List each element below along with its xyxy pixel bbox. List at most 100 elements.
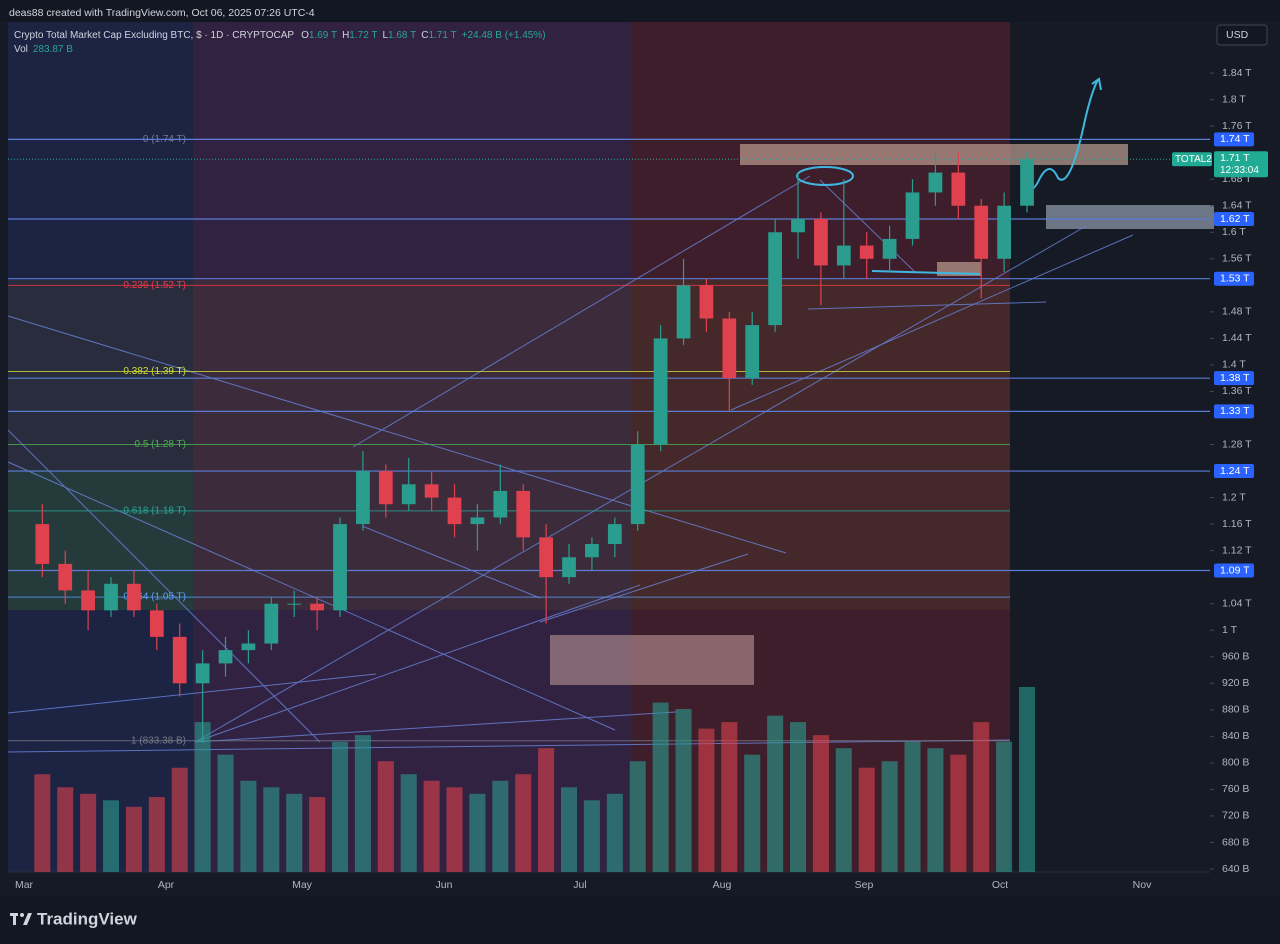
y-tick-label: 1 T <box>1222 624 1238 636</box>
candle-body <box>676 285 691 339</box>
volume-bar <box>217 754 234 872</box>
volume-bar <box>148 797 165 872</box>
candle-body <box>104 583 118 611</box>
volume-bar <box>1019 687 1036 872</box>
y-tick-label: 1.8 T <box>1222 93 1246 105</box>
ohlc-value: 1.68 T <box>388 30 416 41</box>
candle-body <box>699 285 714 319</box>
level-chip <box>1214 211 1254 226</box>
level-chip <box>1214 271 1254 286</box>
y-tick-label: 1.28 T <box>1222 438 1252 450</box>
x-tick-label: Nov <box>1133 879 1152 891</box>
symbol-info: Crypto Total Market Cap Excluding BTC, $… <box>14 30 546 41</box>
volume-bar <box>125 806 142 872</box>
y-tick-label: 1.12 T <box>1222 544 1252 556</box>
fib-label: 0.618 (1.18 T) <box>123 505 186 516</box>
y-tick-label: 1.76 T <box>1222 120 1252 132</box>
volume-bar <box>835 748 852 872</box>
volume-bar <box>332 741 349 872</box>
volume-bar <box>767 715 784 872</box>
candle-body <box>58 563 73 591</box>
candle-body <box>539 537 553 578</box>
annotation <box>1023 79 1099 190</box>
zone <box>193 22 631 872</box>
brand: TradingView <box>37 909 138 928</box>
volume-bar <box>881 761 898 872</box>
candle-body <box>218 650 233 664</box>
candle-body <box>882 238 897 259</box>
x-tick-label: May <box>292 879 313 891</box>
y-tick-label: 1.2 T <box>1222 491 1246 503</box>
ohlc-key: C <box>421 30 428 41</box>
level-chip <box>1214 464 1254 479</box>
ohlc-value: 1.71 T <box>428 30 456 41</box>
currency[interactable]: USD <box>1226 29 1249 41</box>
candle-body <box>630 444 645 525</box>
symbol-chip-label: TOTAL2 <box>1175 154 1212 165</box>
candle-body <box>424 484 439 498</box>
volume-bar <box>377 761 394 872</box>
y-tick-label: 1.84 T <box>1222 67 1252 79</box>
candle-body <box>195 663 210 684</box>
logo <box>10 913 32 925</box>
volume-bar <box>171 767 188 872</box>
volume-bar <box>194 722 211 872</box>
annotation <box>796 166 854 186</box>
symbol-chip <box>1172 152 1212 167</box>
volume-bar <box>858 767 875 872</box>
candle-body <box>997 205 1011 259</box>
x-tick-label: Jun <box>436 879 453 891</box>
volume-bar <box>629 761 646 872</box>
symbol: Crypto Total Market Cap Excluding BTC, $… <box>14 30 294 41</box>
y-tick-label: 680 B <box>1222 836 1249 848</box>
zone-box <box>740 144 1128 165</box>
y-tick-label: 1.48 T <box>1222 306 1252 318</box>
y-tick-label: 1.16 T <box>1222 518 1252 530</box>
candle-body <box>241 643 256 651</box>
zone <box>8 22 193 872</box>
y-tick-label: 1.44 T <box>1222 332 1252 344</box>
y-tick-label: 800 B <box>1222 757 1249 769</box>
candle-body <box>745 325 760 379</box>
volume-bar <box>446 787 463 872</box>
candle-body <box>951 172 966 206</box>
volume-bar <box>790 722 807 872</box>
volume-bar <box>538 748 555 872</box>
candle-body <box>493 490 508 518</box>
candle-body <box>35 524 50 564</box>
candle-body <box>607 524 622 545</box>
fib-label: 0.5 (1.28 T) <box>134 439 186 450</box>
x-tick-label: Sep <box>855 879 874 891</box>
level-label: 1.53 T <box>1220 272 1250 284</box>
x-tick-label: Oct <box>992 879 1008 891</box>
footer-bar <box>0 896 1280 944</box>
volume-bar <box>744 754 761 872</box>
level-chip <box>1214 132 1254 147</box>
x-tick-label: Mar <box>15 879 34 891</box>
y-tick-label: 920 B <box>1222 677 1249 689</box>
volume-bar <box>103 800 120 872</box>
volume-bar <box>286 793 303 872</box>
candle-body <box>928 172 943 193</box>
ohlc-value: 1.72 T <box>349 30 377 41</box>
volume-bar <box>606 793 623 872</box>
currency-button[interactable] <box>1216 24 1268 46</box>
candle-body <box>974 205 989 259</box>
volume-bar <box>400 774 417 872</box>
volume-bar <box>263 787 280 872</box>
top-bar <box>0 0 1280 22</box>
candle-body <box>401 484 416 505</box>
candle-body <box>287 603 302 605</box>
y-tick-label: 1.6 T <box>1222 226 1246 238</box>
level-label: 1.74 T <box>1220 133 1250 145</box>
candle-body <box>836 245 851 266</box>
volume-bar <box>354 735 371 872</box>
volume-bar <box>927 748 944 872</box>
candle-body <box>149 610 164 637</box>
y-tick-label: 1.04 T <box>1222 597 1252 609</box>
candle-body <box>562 557 576 578</box>
y-tick-label: 880 B <box>1222 704 1249 716</box>
fib-label: 0.764 (1.05 T) <box>123 592 186 603</box>
